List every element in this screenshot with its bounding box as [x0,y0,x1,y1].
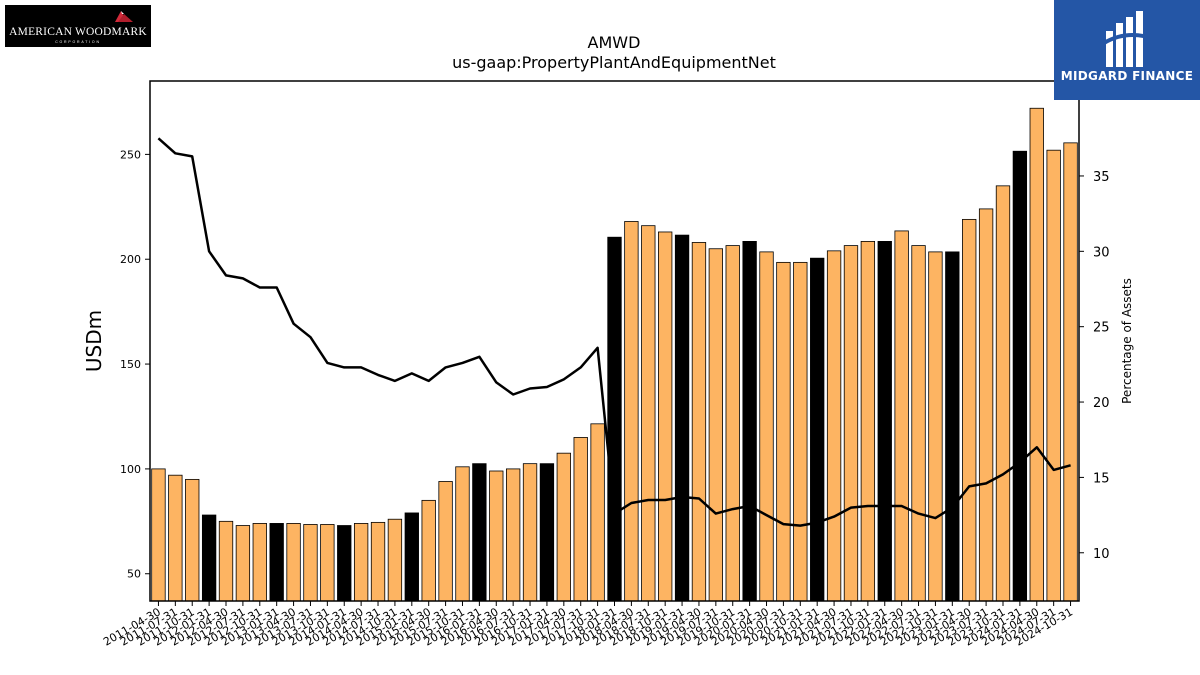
bar-2013-01-31 [269,523,284,602]
bar-2014-10-31 [387,518,403,602]
bar-2016-01-31 [472,463,487,602]
bar-2017-10-31 [590,423,605,602]
midgard-finance-logo-text: MIDGARD FINANCE [1060,69,1194,83]
bar-2024-10-31 [1063,142,1078,602]
bar-2019-01-31 [674,234,690,602]
bar-2015-07-31 [438,481,453,602]
midgard-mark-icon [1102,11,1149,67]
bar-2017-01-31 [539,463,555,602]
y-axis-ticks: 50 100 150 200 250 [120,148,150,581]
bar-2015-01-31 [404,512,419,602]
bar-2013-10-31 [320,524,335,602]
y-tick-label: 50 [127,568,141,581]
bar-2018-01-31 [607,236,622,602]
bar-2015-04-30 [421,499,436,602]
y-axis-label: USDm [82,310,106,372]
y2-tick-label: 35 [1093,170,1110,185]
line-layer [157,137,1071,527]
bar-2023-10-31 [995,185,1011,602]
bar-2012-07-31 [235,525,251,602]
bar-2022-10-31 [928,251,943,602]
bar-2018-10-31 [658,231,673,602]
bar-2011-10-31 [185,478,200,602]
bar-2016-07-31 [505,468,521,602]
bar-2021-10-31 [860,241,876,602]
bar-2016-04-30 [489,470,504,602]
bar-2020-07-31 [776,261,791,602]
american-woodmark-logo: AMERICAN WOODMARK CORPORATION [5,5,151,47]
bar-2011-04-30 [151,468,166,602]
bar-2017-04-30 [556,452,571,602]
bar-2019-04-30 [691,242,707,602]
bar-2013-07-31 [303,524,318,602]
y2-tick-label: 15 [1093,471,1110,486]
bar-2022-04-30 [894,230,909,602]
bar-2020-10-31 [793,261,808,602]
y-tick-label: 200 [120,253,141,266]
bar-2021-01-31 [810,257,825,602]
y-tick-label: 250 [120,148,141,161]
y-tick-label: 150 [120,358,141,371]
bar-2017-07-31 [573,437,588,602]
y2-tick-label: 30 [1093,245,1110,260]
x-axis-ticks: 2011-04-302011-07-312011-10-312012-01-31… [101,601,1075,649]
bar-2020-01-31 [742,241,757,602]
bar-2021-04-30 [826,250,842,602]
bar-2024-01-31 [1012,150,1028,602]
chart-title: AMWD [588,33,641,52]
bar-2022-07-31 [911,245,926,602]
y2-axis-ticks: 10 15 20 25 30 35 [1079,170,1110,562]
bar-2024-07-31 [1046,149,1061,602]
bar-2012-10-31 [252,523,267,602]
bar-2014-07-31 [370,521,386,602]
bar-2021-07-31 [843,245,859,602]
bar-2016-10-31 [522,463,538,602]
midgard-finance-logo: MIDGARD FINANCE [1054,0,1200,100]
bar-2015-10-31 [455,466,470,602]
bar-2019-10-31 [725,245,740,602]
bar-2011-07-31 [168,474,183,602]
percentage-line [157,137,1071,527]
bar-2023-01-31 [945,251,960,602]
y2-tick-label: 10 [1093,547,1110,562]
y2-tick-label: 25 [1093,321,1110,336]
bar-2014-04-30 [353,523,369,602]
american-woodmark-logo-text: AMERICAN WOODMARK [9,26,147,38]
bar-2013-04-30 [286,523,301,602]
bar-2012-04-30 [218,520,234,602]
y2-tick-label: 20 [1093,396,1110,411]
bar-2020-04-30 [759,251,774,602]
bar-2014-01-31 [337,525,352,602]
chart-subtitle: us-gaap:PropertyPlantAndEquipmentNet [452,53,776,72]
bar-2024-04-30 [1029,107,1044,602]
bar-2023-04-30 [962,218,977,602]
bar-2018-04-30 [624,221,639,602]
y-tick-label: 100 [120,463,141,476]
bars-layer [151,107,1078,602]
american-woodmark-logo-subtext: CORPORATION [55,40,101,44]
bar-2023-07-31 [978,208,994,602]
roof-logo-icon [115,11,133,22]
bar-2022-01-31 [877,241,892,602]
bar-2018-07-31 [641,225,656,602]
bar-2019-07-31 [708,248,724,602]
y2-axis-label: Percentage of Assets [1120,278,1134,404]
bar-2012-01-31 [201,514,217,602]
